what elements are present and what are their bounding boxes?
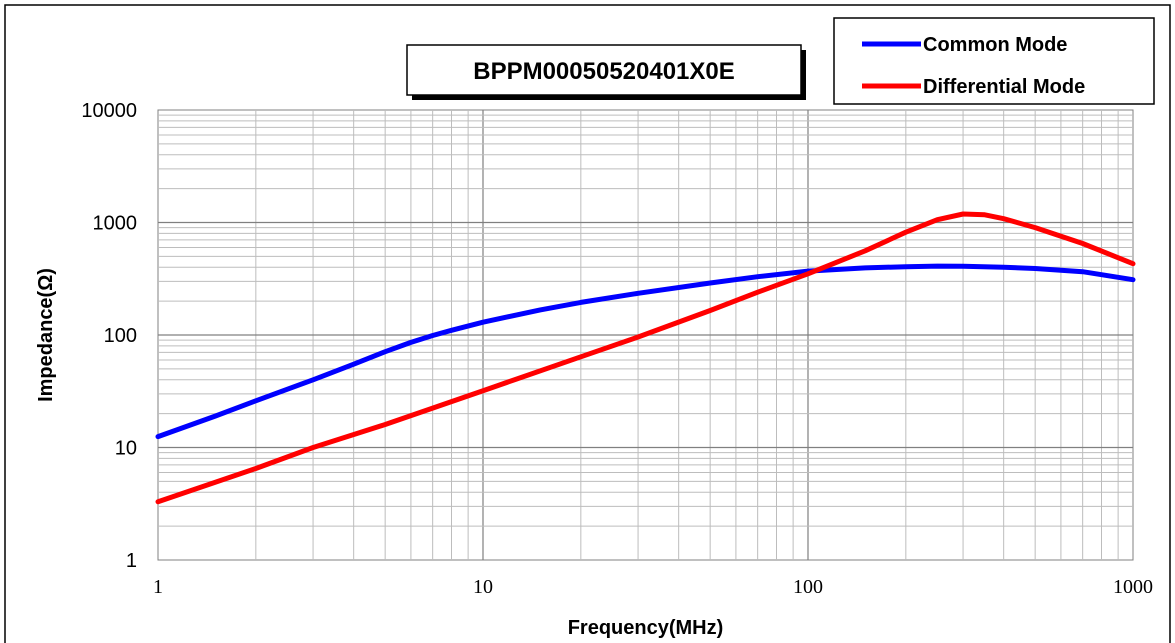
series-group xyxy=(155,211,1136,505)
y-tick-label: 100 xyxy=(104,325,137,347)
legend-box xyxy=(833,17,1155,105)
y-tick-label: 10000 xyxy=(81,100,137,122)
series-line-differential-mode xyxy=(155,211,1136,505)
legend: Common Mode Differential Mode xyxy=(833,17,1155,105)
y-tick-label: 10 xyxy=(115,438,137,460)
y-axis-label: Impedance(Ω) xyxy=(35,268,57,402)
x-tick-label: 1000 xyxy=(1113,576,1153,598)
legend-label-differential-mode: Differential Mode xyxy=(923,76,1085,98)
tick-labels: 1 10 100 1000 1 10 100 1000 10000 xyxy=(81,100,1153,598)
y-tick-label: 1 xyxy=(126,550,137,572)
series-line-common-mode xyxy=(155,263,1136,440)
x-tick-label: 100 xyxy=(793,576,823,598)
legend-item-differential-mode: Differential Mode xyxy=(862,76,1085,98)
chart-frame xyxy=(4,4,1171,643)
x-axis-label: Frequency(MHz) xyxy=(568,617,724,639)
x-tick-label: 10 xyxy=(473,576,493,598)
chart-title-box: BPPM00050520401X0E xyxy=(406,44,806,100)
legend-item-common-mode: Common Mode xyxy=(862,34,1067,56)
y-tick-label: 1000 xyxy=(93,213,138,235)
chart-title: BPPM00050520401X0E xyxy=(473,58,735,85)
grid xyxy=(158,110,1133,560)
legend-label-common-mode: Common Mode xyxy=(923,34,1067,56)
x-tick-label: 1 xyxy=(153,576,163,598)
